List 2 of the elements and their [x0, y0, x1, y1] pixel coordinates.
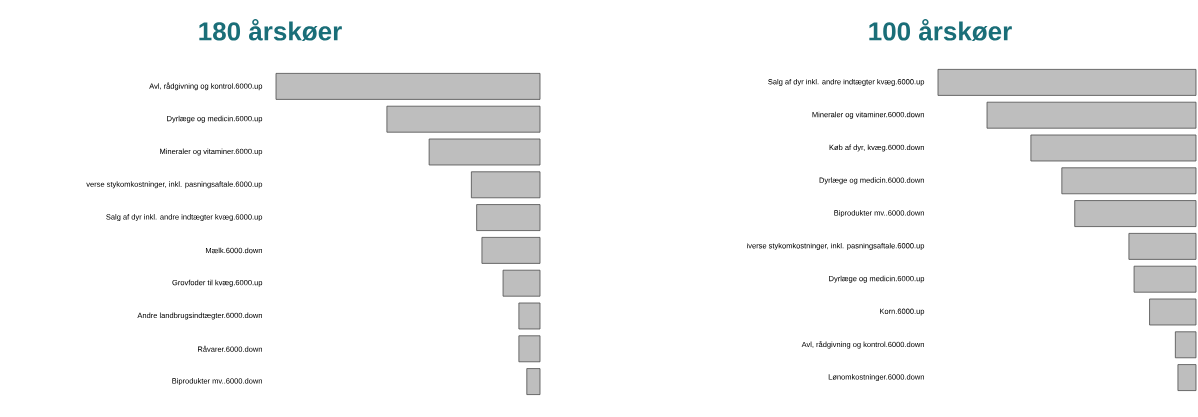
chart-title: 100 årskøer [869, 18, 1012, 42]
chart-title: 180 årskøer [199, 18, 342, 42]
